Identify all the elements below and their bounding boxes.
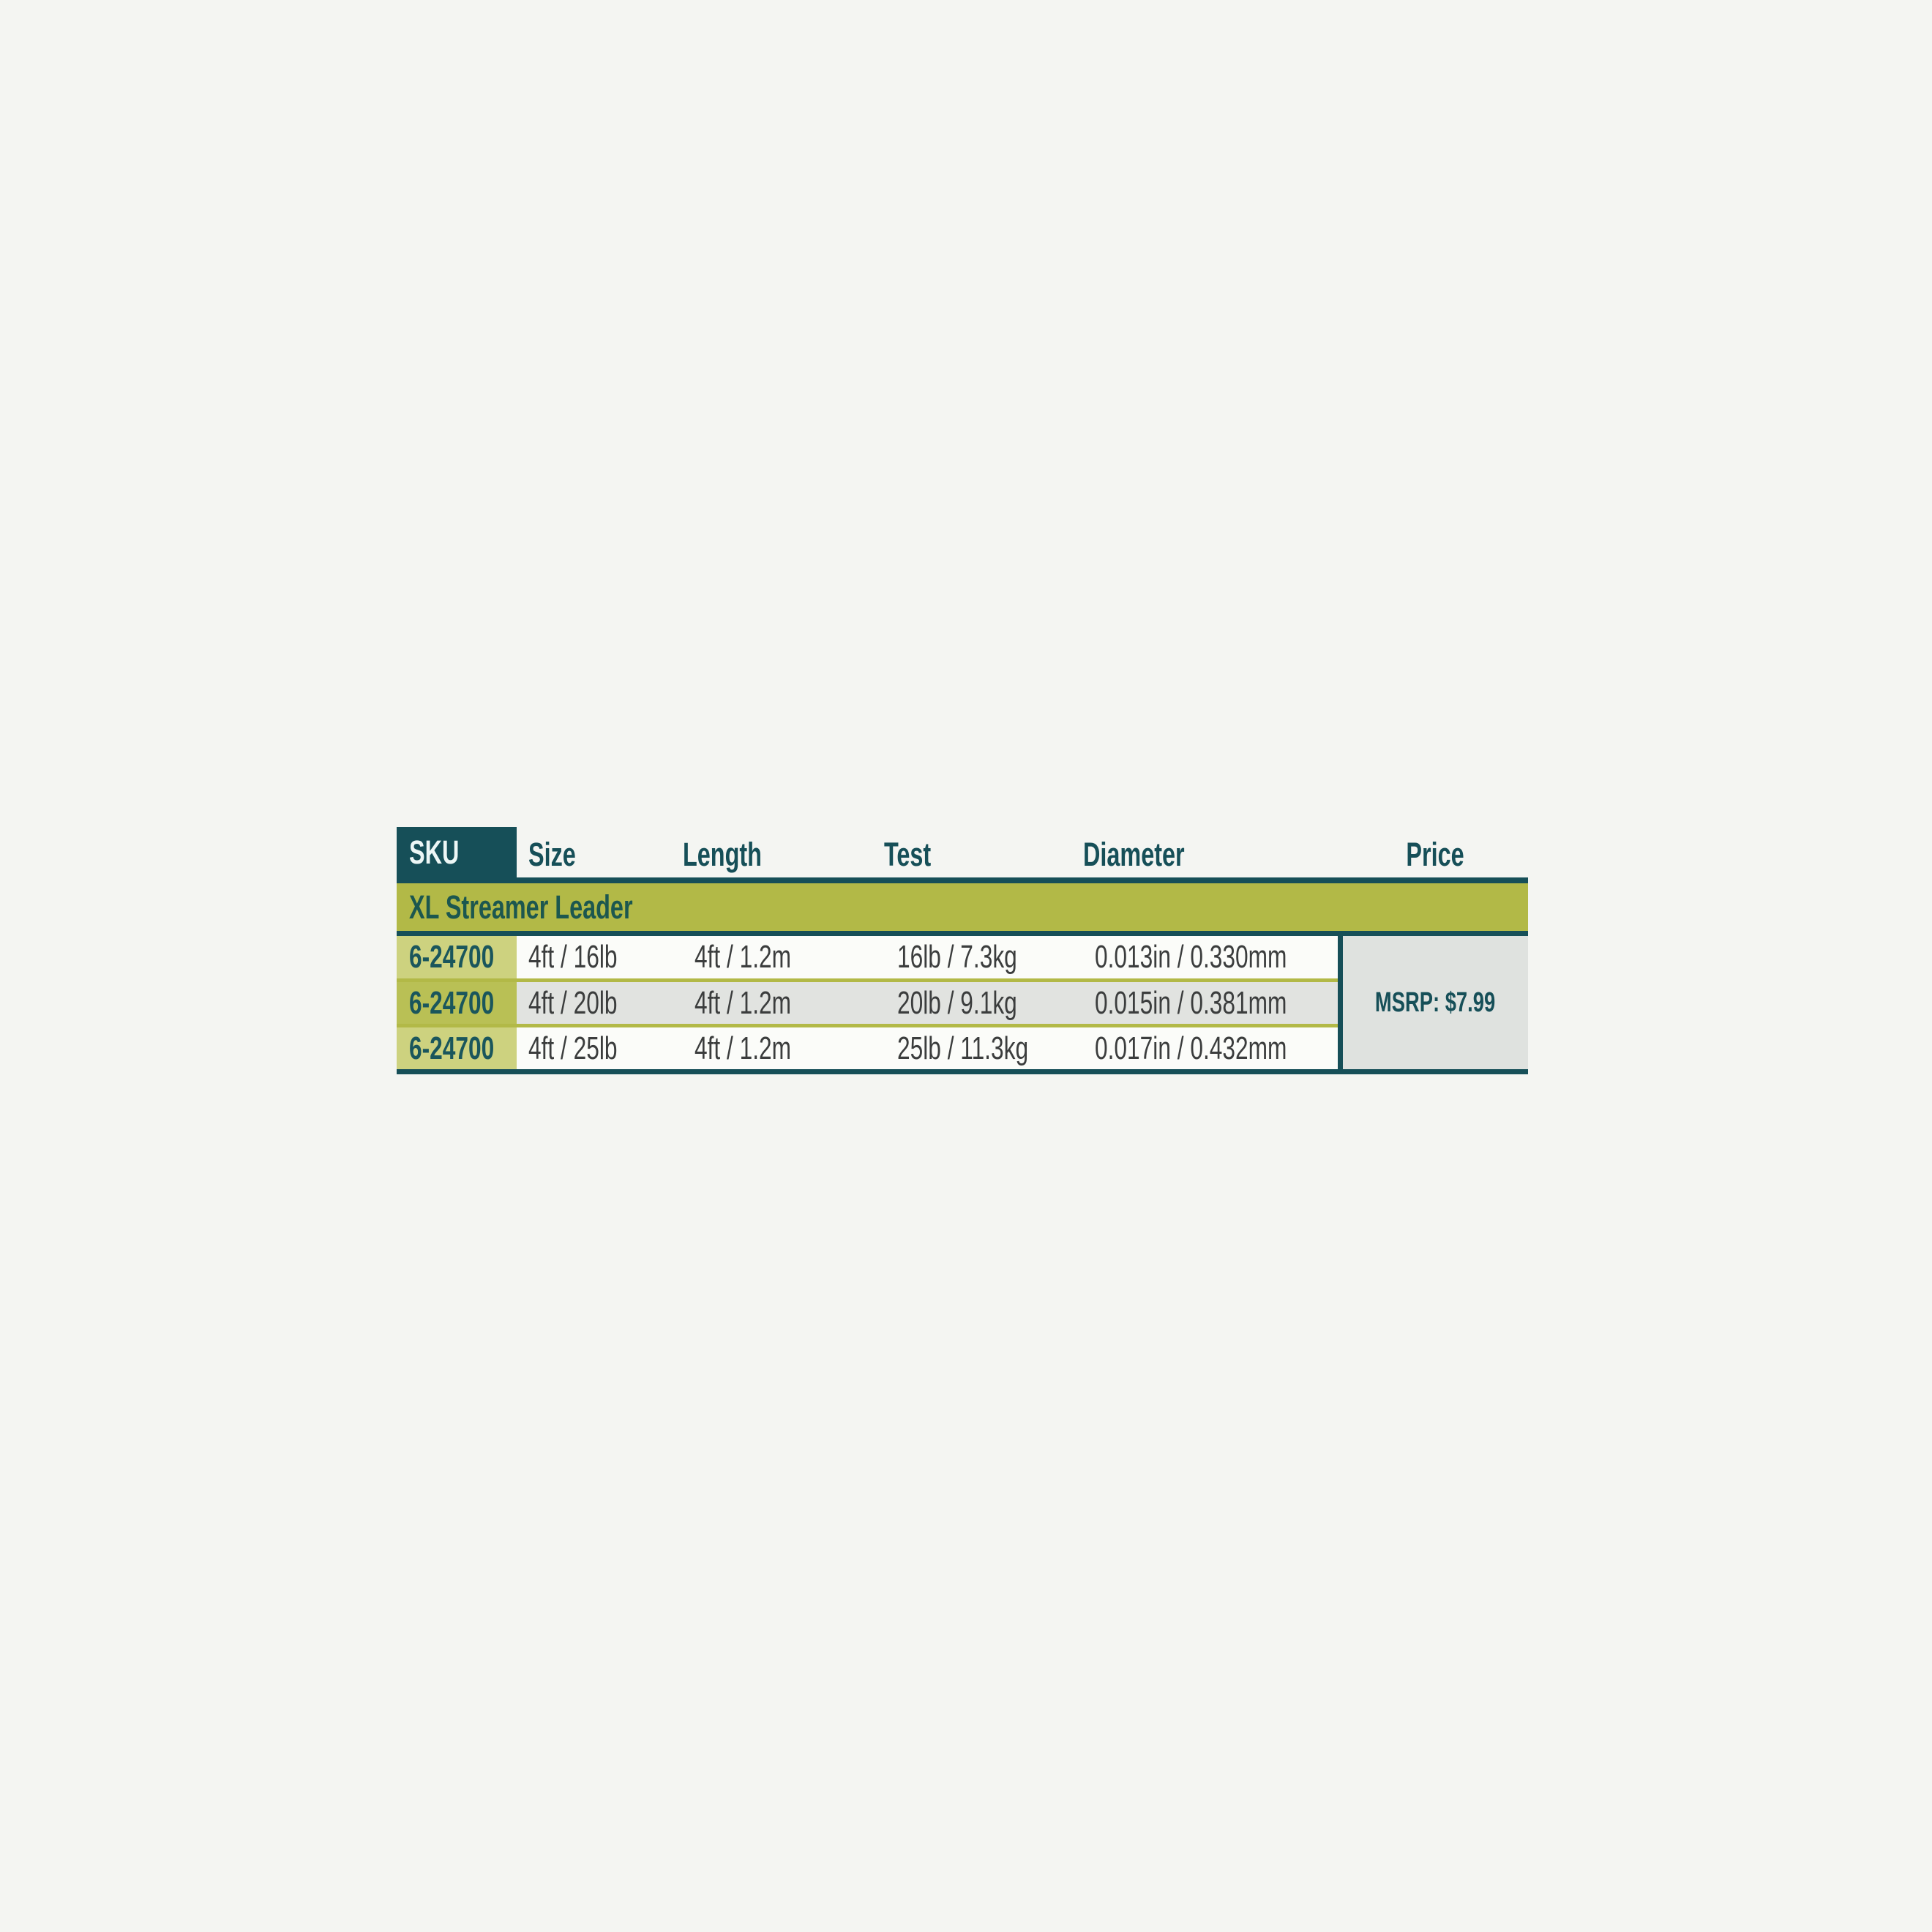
product-group-band: XL Streamer Leader — [397, 883, 1528, 931]
size-cell: 4ft / 16lb — [528, 939, 618, 975]
table-body: 6-24700 4ft / 16lb 4ft / 1.2m 16lb / 7.3… — [397, 936, 1528, 1069]
length-cell: 4ft / 1.2m — [694, 1030, 792, 1066]
price-merged-cell: MSRP: $7.99 — [1338, 936, 1528, 1069]
diameter-header-label: Diameter — [1083, 836, 1185, 873]
diameter-cell: 0.017in / 0.432mm — [1095, 1030, 1287, 1066]
size-cell: 4ft / 20lb — [528, 985, 618, 1021]
header-divider-rule — [397, 877, 1528, 883]
size-cell: 4ft / 25lb — [528, 1030, 618, 1066]
table-row: 6-24700 4ft / 25lb 4ft / 1.2m 25lb / 11.… — [397, 1027, 1338, 1069]
diameter-cell: 0.015in / 0.381mm — [1095, 985, 1287, 1021]
sku-cell: 6-24700 — [397, 1027, 517, 1069]
price-header-label: Price — [1406, 836, 1465, 873]
test-cell: 16lb / 7.3kg — [897, 939, 1017, 975]
price-column-divider — [1338, 936, 1343, 1069]
table-header-row: SKU Size Length Test Diameter Price — [397, 827, 1528, 877]
test-header-label: Test — [884, 836, 932, 873]
length-header-label: Length — [683, 836, 762, 873]
bottom-rule — [397, 1069, 1528, 1074]
table-row: 6-24700 4ft / 16lb 4ft / 1.2m 16lb / 7.3… — [397, 936, 1338, 982]
test-cell: 25lb / 11.3kg — [897, 1030, 1029, 1066]
table-row: 6-24700 4ft / 20lb 4ft / 1.2m 20lb / 9.1… — [397, 982, 1338, 1027]
msrp-price-text: MSRP: $7.99 — [1375, 986, 1496, 1018]
msrp-box: MSRP: $7.99 — [1343, 936, 1528, 1069]
sku-cell: 6-24700 — [397, 936, 517, 978]
product-spec-table: SKU Size Length Test Diameter Price XL S… — [397, 827, 1528, 1074]
size-header-label: Size — [528, 836, 576, 873]
sku-header-label: SKU — [409, 834, 460, 871]
sku-header-cell: SKU — [397, 827, 517, 877]
product-group-label: XL Streamer Leader — [409, 888, 633, 926]
diameter-cell: 0.013in / 0.330mm — [1095, 939, 1287, 975]
band-divider-rule — [397, 931, 1528, 936]
length-cell: 4ft / 1.2m — [694, 985, 792, 1021]
test-cell: 20lb / 9.1kg — [897, 985, 1017, 1021]
sku-cell: 6-24700 — [397, 982, 517, 1024]
length-cell: 4ft / 1.2m — [694, 939, 792, 975]
